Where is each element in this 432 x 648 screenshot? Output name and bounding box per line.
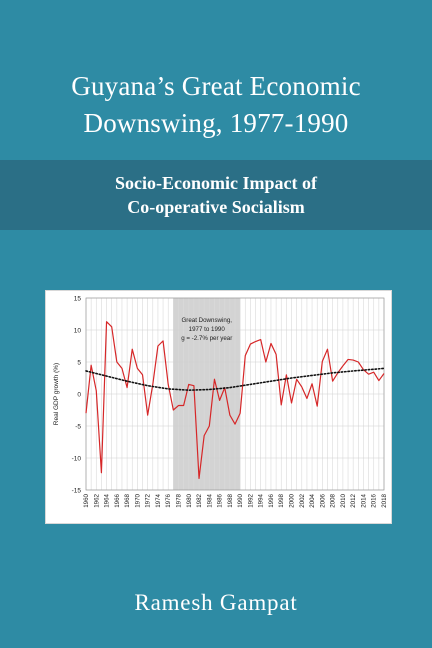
title-line-2: Downswing, 1977-1990 [83,108,349,138]
x-tick-label: 1962 [93,493,100,507]
x-tick-label: 2012 [350,493,357,507]
x-tick-label: 1990 [237,493,244,507]
x-tick-label: 1974 [155,493,162,507]
x-tick-label: 1968 [124,493,131,507]
x-tick-label: 2016 [371,493,378,507]
chart-panel: 15 10 5 0 -5 -10 -15 Real GDP growth (%) 1960 196… [45,290,392,524]
subtitle-band [0,160,432,230]
x-tick-label: 2014 [360,493,367,507]
x-tick-label: 1980 [186,493,193,507]
x-tick-label: 1964 [104,493,111,507]
y-tick-label: -15 [72,488,82,495]
y-tick-label: 0 [77,392,81,399]
x-tick-label: 2006 [319,493,326,507]
x-tick-label: 1984 [206,493,213,507]
x-tick-label: 1960 [83,493,90,507]
x-tick-label: 2002 [299,493,306,507]
x-tick-label: 1998 [278,493,285,507]
x-tick-label: 1982 [196,493,203,507]
x-tick-label: 1976 [165,493,172,507]
x-tick-label: 1988 [227,493,234,507]
subtitle-line-2: Co-operative Socialism [127,197,305,217]
book-title: Guyana’s Great Economic Downswing, 1977-… [0,68,432,142]
x-tick-label: 1996 [268,493,275,507]
x-tick-label: 2004 [309,493,316,507]
title-line-1: Guyana’s Great Economic [71,71,361,101]
y-tick-label: -10 [72,456,82,463]
x-tick-label: 1992 [247,493,254,507]
x-tick-label: 1966 [114,493,121,507]
x-tick-label: 1970 [134,493,141,507]
y-tick-label: 5 [77,360,81,367]
annotation-text: 1977 to 1990 [189,326,226,333]
x-tick-label: 2000 [289,493,296,507]
y-tick-label: -5 [75,424,81,431]
annotation-text: g = -2.7% per year [181,335,232,342]
x-tick-label: 2008 [330,493,337,507]
author-name: Ramesh Gampat [134,590,298,615]
annotation-text: Great Downswing, [181,317,232,324]
trend-line [85,367,385,391]
plot-frame [85,297,385,491]
y-axis-label: Real GDP growth (%) [53,363,60,425]
y-tick-label: 15 [74,296,82,303]
x-tick-label: 2010 [340,493,347,507]
x-tick-label: 1972 [145,493,152,507]
x-tick-label: 1994 [258,493,265,507]
x-tick-label: 2018 [381,493,388,507]
subtitle-line-1: Socio-Economic Impact of [115,173,317,193]
book-subtitle: Socio-Economic Impact of Co-operative So… [0,171,432,219]
growth-line [85,321,385,480]
y-tick-label: 10 [74,328,82,335]
x-tick-label: 1978 [175,493,182,507]
x-tick-label: 1986 [217,493,224,507]
